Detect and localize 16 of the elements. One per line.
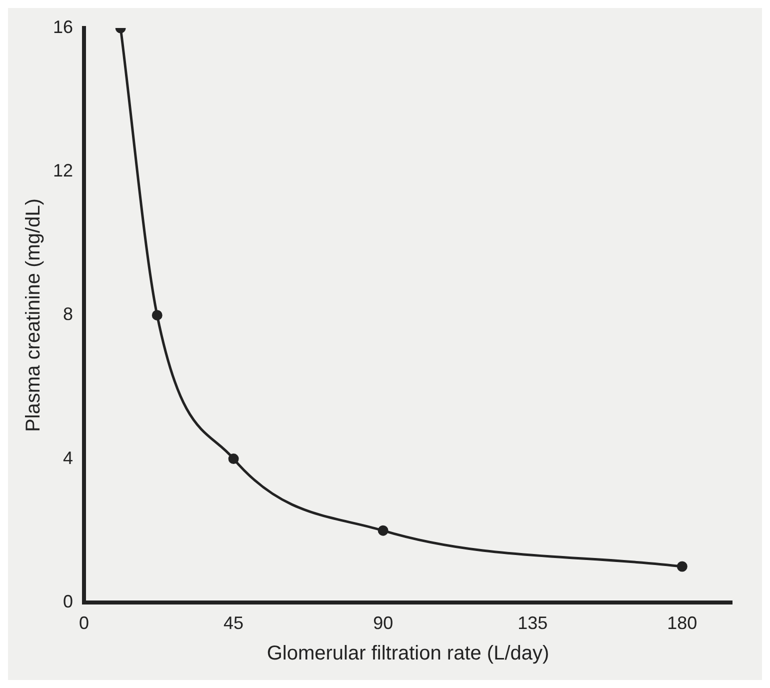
x-tick-label: 0 — [79, 613, 90, 634]
x-tick-label: 180 — [667, 613, 698, 634]
y-tick-label: 12 — [52, 160, 74, 181]
point — [676, 561, 688, 572]
x-tick-label: 45 — [224, 613, 244, 634]
y-axis-title: Plasma creatinine (mg/dL) — [22, 198, 45, 432]
point — [152, 310, 162, 320]
x-tick-label: 90 — [373, 613, 394, 634]
y-tick-label: 8 — [63, 304, 74, 324]
y-tick-label: 0 — [63, 591, 74, 612]
x-axis-title: Glomerular filtration rate (L/day) — [266, 642, 550, 665]
x-tick-label: 135 — [518, 613, 548, 634]
point — [228, 454, 239, 464]
point — [378, 525, 388, 536]
y-tick-label: 16 — [52, 16, 74, 37]
y-tick-label: 4 — [63, 448, 74, 468]
